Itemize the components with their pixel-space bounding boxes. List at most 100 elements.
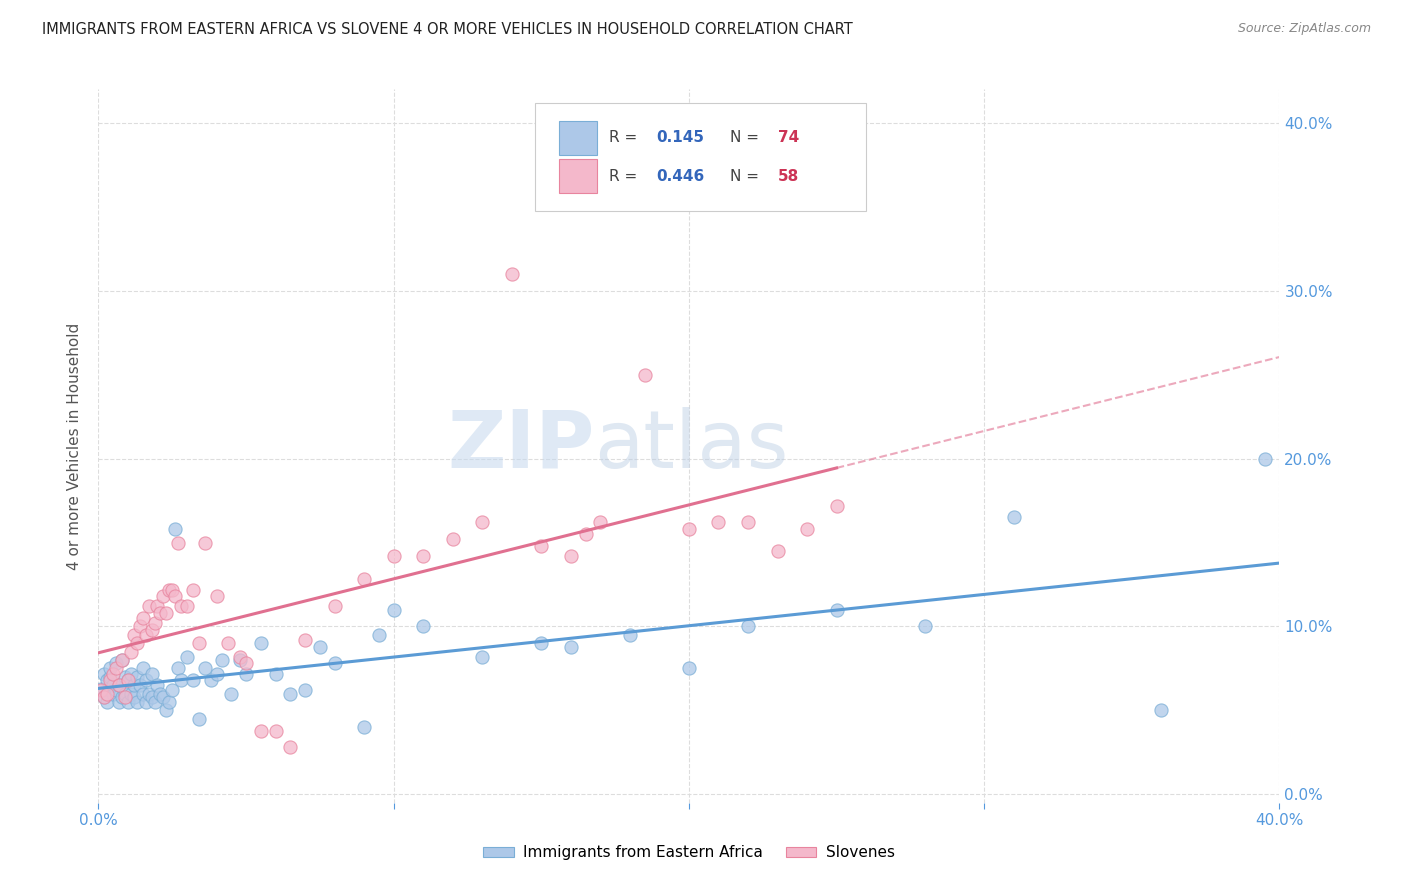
Point — [162, 582, 183, 597]
Point — [678, 522, 700, 536]
Point — [412, 549, 434, 563]
Text: N =: N = — [730, 169, 763, 184]
Point — [309, 640, 332, 654]
Point — [135, 695, 157, 709]
Point — [93, 690, 115, 704]
Point — [103, 687, 125, 701]
Point — [211, 653, 233, 667]
Point — [1150, 703, 1173, 717]
Point — [135, 628, 157, 642]
Point — [125, 695, 148, 709]
Point — [103, 678, 125, 692]
Point — [707, 516, 730, 530]
Point — [633, 368, 655, 382]
Point — [143, 695, 166, 709]
Point — [128, 678, 150, 692]
Point — [187, 636, 209, 650]
Point — [368, 628, 391, 642]
Point — [114, 690, 136, 704]
Point — [229, 649, 252, 664]
Point — [132, 611, 155, 625]
Point — [250, 636, 273, 650]
Point — [181, 673, 204, 688]
Point — [114, 687, 136, 701]
Point — [294, 632, 316, 647]
Text: IMMIGRANTS FROM EASTERN AFRICA VS SLOVENE 4 OR MORE VEHICLES IN HOUSEHOLD CORREL: IMMIGRANTS FROM EASTERN AFRICA VS SLOVEN… — [42, 22, 853, 37]
Point — [205, 666, 228, 681]
Point — [619, 628, 641, 642]
Point — [117, 673, 139, 688]
Point — [235, 657, 257, 671]
Text: R =: R = — [609, 169, 641, 184]
Point — [181, 582, 204, 597]
Point — [353, 573, 375, 587]
Point — [96, 673, 118, 688]
Point — [120, 666, 142, 681]
Point — [170, 599, 193, 614]
Point — [501, 267, 523, 281]
Point — [141, 666, 163, 681]
Point — [471, 516, 494, 530]
Point — [138, 599, 160, 614]
Point — [323, 599, 346, 614]
Point — [194, 535, 217, 549]
Point — [132, 661, 155, 675]
Point — [155, 606, 177, 620]
Text: N =: N = — [730, 130, 763, 145]
Point — [105, 683, 128, 698]
Point — [120, 645, 142, 659]
Point — [187, 712, 209, 726]
Point — [98, 673, 121, 688]
Text: 0.446: 0.446 — [655, 169, 704, 184]
Point — [128, 619, 150, 633]
Point — [737, 516, 759, 530]
Legend: Immigrants from Eastern Africa, Slovenes: Immigrants from Eastern Africa, Slovenes — [477, 839, 901, 866]
Point — [560, 640, 582, 654]
Point — [167, 661, 190, 675]
Point — [138, 687, 160, 701]
Point — [125, 636, 148, 650]
Point — [530, 539, 553, 553]
Text: Source: ZipAtlas.com: Source: ZipAtlas.com — [1237, 22, 1371, 36]
Point — [278, 687, 302, 701]
Point — [155, 703, 177, 717]
Point — [93, 690, 115, 704]
FancyBboxPatch shape — [536, 103, 866, 211]
Point — [108, 695, 131, 709]
Point — [98, 670, 121, 684]
Point — [194, 661, 217, 675]
Point — [141, 690, 163, 704]
Point — [200, 673, 222, 688]
Point — [111, 653, 134, 667]
Point — [149, 606, 172, 620]
Text: 0.145: 0.145 — [655, 130, 704, 145]
Point — [157, 695, 180, 709]
Point — [108, 678, 131, 692]
Point — [589, 516, 612, 530]
Point — [105, 657, 128, 671]
Point — [117, 695, 139, 709]
FancyBboxPatch shape — [560, 159, 596, 194]
Point — [235, 666, 257, 681]
Point — [96, 687, 118, 701]
Point — [1002, 510, 1025, 524]
Text: 58: 58 — [778, 169, 799, 184]
Point — [176, 649, 198, 664]
Point — [111, 653, 134, 667]
Point — [229, 653, 252, 667]
Point — [353, 720, 375, 734]
Point — [114, 670, 136, 684]
Point — [323, 657, 346, 671]
Point — [278, 740, 302, 755]
Point — [120, 687, 142, 701]
Point — [146, 599, 169, 614]
Point — [90, 683, 112, 698]
Point — [766, 544, 789, 558]
Point — [294, 683, 316, 698]
Point — [382, 603, 405, 617]
Point — [152, 589, 174, 603]
Point — [146, 678, 169, 692]
Point — [165, 589, 187, 603]
Point — [135, 673, 157, 688]
Point — [574, 527, 596, 541]
